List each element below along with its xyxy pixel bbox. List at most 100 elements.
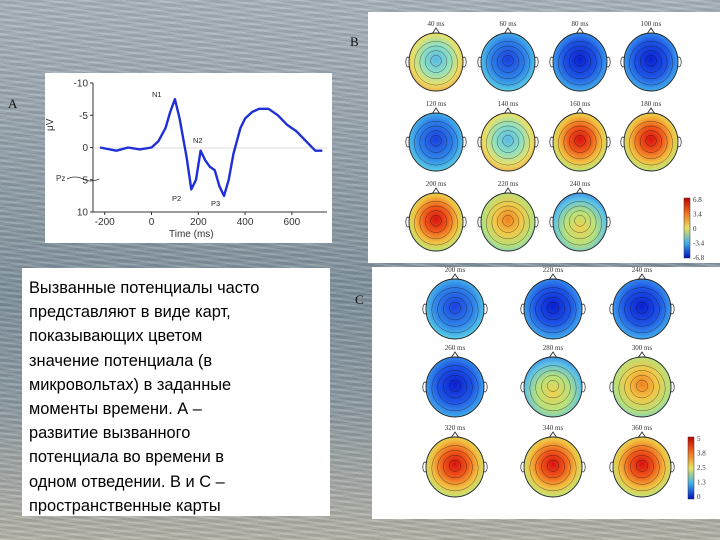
nose-mark xyxy=(431,107,441,115)
contour-line xyxy=(574,55,586,67)
contour-line xyxy=(629,41,673,86)
contour-line xyxy=(486,121,530,166)
nose-mark xyxy=(548,351,558,359)
contour-line xyxy=(618,365,666,412)
contour-line xyxy=(529,365,577,412)
time-label: 160 ms xyxy=(570,100,591,108)
scalp-map xyxy=(552,32,608,92)
nose-mark xyxy=(431,27,441,35)
contour-line xyxy=(541,455,565,479)
contour-line xyxy=(437,370,473,405)
contour-line xyxy=(546,379,560,392)
contour-line xyxy=(419,45,453,80)
y-tick-label: 10 xyxy=(77,208,89,219)
caption-box: Вызванные потенциалы часто представляют … xyxy=(22,268,330,516)
contour-line xyxy=(568,210,592,233)
contour-line xyxy=(568,50,592,73)
contour-line xyxy=(624,450,660,485)
contour-line xyxy=(414,201,458,246)
x-tick-label: 400 xyxy=(237,217,254,228)
x-tick-label: 600 xyxy=(284,217,301,228)
nose-mark xyxy=(646,27,656,35)
contour-line xyxy=(424,210,448,233)
contour-line xyxy=(558,121,602,166)
time-label: 140 ms xyxy=(498,100,519,108)
contour-line xyxy=(443,375,467,399)
contour-line xyxy=(635,301,649,314)
scalp-map xyxy=(523,278,583,340)
nose-mark xyxy=(637,273,647,281)
contour-line xyxy=(443,297,467,321)
contour-line xyxy=(491,125,525,160)
contour-line xyxy=(563,125,597,160)
contour-line xyxy=(634,45,668,80)
contour-line xyxy=(563,45,597,80)
side-note: Pz xyxy=(56,174,65,183)
contour-line xyxy=(414,41,458,86)
scalp-map xyxy=(612,356,672,418)
x-tick-label: 0 xyxy=(149,217,155,228)
scalp-map xyxy=(552,112,608,172)
color-scale-label: 5 xyxy=(697,435,701,443)
topomap-head xyxy=(609,431,675,498)
nose-mark xyxy=(575,107,585,115)
y-tick-label: 5 xyxy=(82,175,88,186)
topomap-panel-c: 200 ms 220 ms 240 ms 260 ms 280 ms 300 ms 320 … xyxy=(372,266,720,519)
contour-line xyxy=(496,130,520,153)
scalp-map xyxy=(480,112,536,172)
nose-mark xyxy=(575,187,585,195)
contour-line xyxy=(443,455,467,479)
y-axis-label: μV xyxy=(45,118,56,131)
scalp-map xyxy=(623,32,679,92)
contour-line xyxy=(635,379,649,392)
contour-line xyxy=(535,450,571,485)
time-label: 180 ms xyxy=(641,100,662,108)
topomap-grid-c: 200 ms 220 ms 240 ms 260 ms 280 ms 300 ms 320 … xyxy=(422,266,706,501)
color-scale-label: 3.8 xyxy=(697,450,706,458)
time-label: 300 ms xyxy=(632,344,653,352)
scalp-map xyxy=(425,436,485,498)
panel-label-c: C xyxy=(355,292,364,307)
peak-label-n1: N1 xyxy=(152,90,162,99)
contour-line xyxy=(424,130,448,153)
contour-line xyxy=(546,301,560,314)
nose-mark xyxy=(503,107,513,115)
time-label: 60 ms xyxy=(500,20,517,28)
topomap-head xyxy=(477,107,539,172)
contour-line xyxy=(535,370,571,405)
topomap-head xyxy=(477,187,539,252)
contour-line xyxy=(568,130,592,153)
scalp-map xyxy=(408,192,464,252)
time-label: 120 ms xyxy=(426,100,447,108)
topomap-head xyxy=(609,351,675,418)
time-label: 200 ms xyxy=(426,180,447,188)
topomap-head xyxy=(477,27,539,92)
contour-line xyxy=(563,205,597,240)
scalp-map xyxy=(552,192,608,252)
nose-mark xyxy=(548,431,558,439)
contour-line xyxy=(496,50,520,73)
contour-line xyxy=(437,450,473,485)
panel-label-b: B xyxy=(350,34,359,49)
contour-line xyxy=(541,297,565,321)
topomap-head xyxy=(520,431,586,498)
contour-line xyxy=(430,135,442,147)
color-scale-label: 0 xyxy=(693,225,697,233)
scalp-map xyxy=(612,436,672,498)
contour-line xyxy=(618,287,666,334)
topomap-head xyxy=(520,351,586,418)
erp-chart-panel: -10 -5 0 5 10 -200 0 200 400 600 μV Time (ms) N1… xyxy=(45,73,332,243)
contour-line xyxy=(419,205,453,240)
topomap-head xyxy=(549,107,611,172)
nose-mark xyxy=(646,107,656,115)
contour-line xyxy=(502,55,514,67)
time-label: 220 ms xyxy=(543,267,564,274)
erp-chart: -10 -5 0 5 10 -200 0 200 400 600 μV Time (ms) N1… xyxy=(45,79,327,240)
topomap-head xyxy=(620,27,682,92)
color-scale-label: 3.4 xyxy=(693,211,702,219)
y-tick-label: -5 xyxy=(79,111,88,122)
time-label: 340 ms xyxy=(543,424,564,432)
nose-mark xyxy=(431,187,441,195)
contour-line xyxy=(624,370,660,405)
peak-label-n2: N2 xyxy=(193,136,203,145)
